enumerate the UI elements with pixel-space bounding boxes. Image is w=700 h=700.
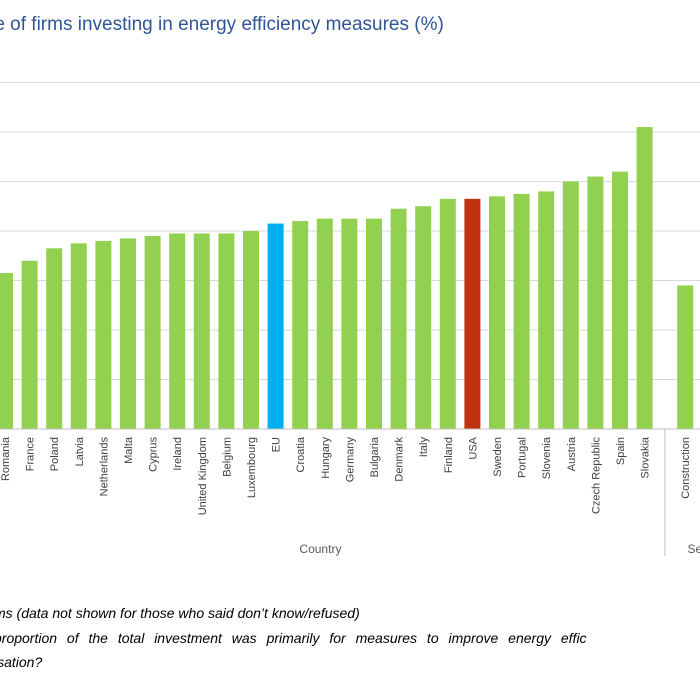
tick-label-united-kingdom: United Kingdom bbox=[197, 437, 209, 515]
bar-germany bbox=[341, 218, 358, 429]
bar-cyprus bbox=[144, 235, 161, 429]
tick-label-construction: Construction bbox=[680, 437, 692, 499]
group-label-se: Se bbox=[688, 542, 700, 556]
bar-slovakia bbox=[636, 127, 653, 430]
bar-romania bbox=[0, 273, 13, 429]
tick-label-portugal: Portugal bbox=[517, 437, 529, 478]
tick-label-austria: Austria bbox=[566, 436, 578, 471]
bar-bulgaria bbox=[366, 218, 382, 429]
tick-label-luxembourg: Luxembourg bbox=[246, 437, 258, 498]
tick-label-croatia: Croatia bbox=[295, 436, 307, 472]
bar-malta bbox=[120, 238, 136, 429]
tick-label-slovenia: Slovenia bbox=[541, 436, 553, 479]
bar-italy bbox=[415, 206, 432, 429]
tick-label-bulgaria: Bulgaria bbox=[369, 436, 381, 477]
bar-united-kingdom bbox=[193, 233, 210, 429]
tick-label-romania: Romania bbox=[0, 436, 12, 481]
tick-label-malta: Malta bbox=[123, 436, 135, 464]
category-labels: Romania France Poland Latvia Netherlands Malt… bbox=[0, 436, 700, 556]
bar-denmark bbox=[390, 208, 407, 429]
bar-latvia bbox=[70, 243, 87, 429]
tick-label-france: France bbox=[25, 437, 37, 471]
tick-label-denmark: Denmark bbox=[394, 437, 406, 482]
axes bbox=[0, 428, 700, 556]
bar-usa bbox=[464, 198, 481, 429]
tick-label-czech-republic: Czech Republic bbox=[590, 437, 602, 515]
bar-austria bbox=[562, 181, 579, 429]
bar-chart: Romania France Poland Latvia Netherlands Malt… bbox=[0, 82, 700, 556]
tick-label-hungary: Hungary bbox=[320, 437, 332, 479]
bar-portugal bbox=[513, 193, 530, 429]
bar-czech-republic bbox=[587, 176, 604, 429]
bar-france bbox=[21, 260, 38, 429]
footnote-1: ms (data not shown for those who said do… bbox=[0, 605, 360, 621]
tick-label-ireland: Ireland bbox=[172, 437, 184, 471]
bar-ireland bbox=[169, 233, 186, 429]
chart-title: re of firms investing in energy efficien… bbox=[0, 14, 444, 35]
bar-slovenia bbox=[538, 191, 555, 429]
bar-netherlands bbox=[95, 240, 112, 429]
bar-luxembourg bbox=[243, 231, 259, 429]
tick-label-cyprus: Cyprus bbox=[148, 437, 160, 472]
bar-sweden bbox=[489, 196, 505, 429]
bar-spain bbox=[612, 171, 628, 429]
bar-croatia bbox=[292, 221, 309, 429]
bars bbox=[0, 127, 694, 430]
tick-label-germany: Germany bbox=[344, 437, 356, 483]
tick-label-italy: Italy bbox=[418, 437, 430, 458]
tick-label-poland: Poland bbox=[49, 437, 61, 471]
tick-label-belgium: Belgium bbox=[221, 437, 233, 477]
tick-label-netherlands: Netherlands bbox=[98, 437, 110, 497]
footnote-2: proportion of the total investment was p… bbox=[0, 630, 587, 646]
tick-label-usa: USA bbox=[467, 436, 479, 459]
bar-belgium bbox=[218, 233, 235, 429]
tick-label-eu: EU bbox=[271, 437, 283, 452]
tick-label-spain: Spain bbox=[615, 437, 627, 465]
bar-construction bbox=[677, 285, 694, 429]
tick-label-finland: Finland bbox=[443, 437, 455, 473]
tick-label-sweden: Sweden bbox=[492, 437, 504, 477]
bar-poland bbox=[46, 248, 63, 429]
bar-finland bbox=[439, 198, 456, 429]
bar-eu bbox=[267, 223, 284, 429]
tick-label-slovakia: Slovakia bbox=[640, 436, 652, 478]
group-label-country: Country bbox=[299, 542, 341, 556]
bar-hungary bbox=[316, 218, 333, 429]
tick-label-latvia: Latvia bbox=[74, 436, 86, 466]
footnote-3: isation? bbox=[0, 654, 43, 670]
